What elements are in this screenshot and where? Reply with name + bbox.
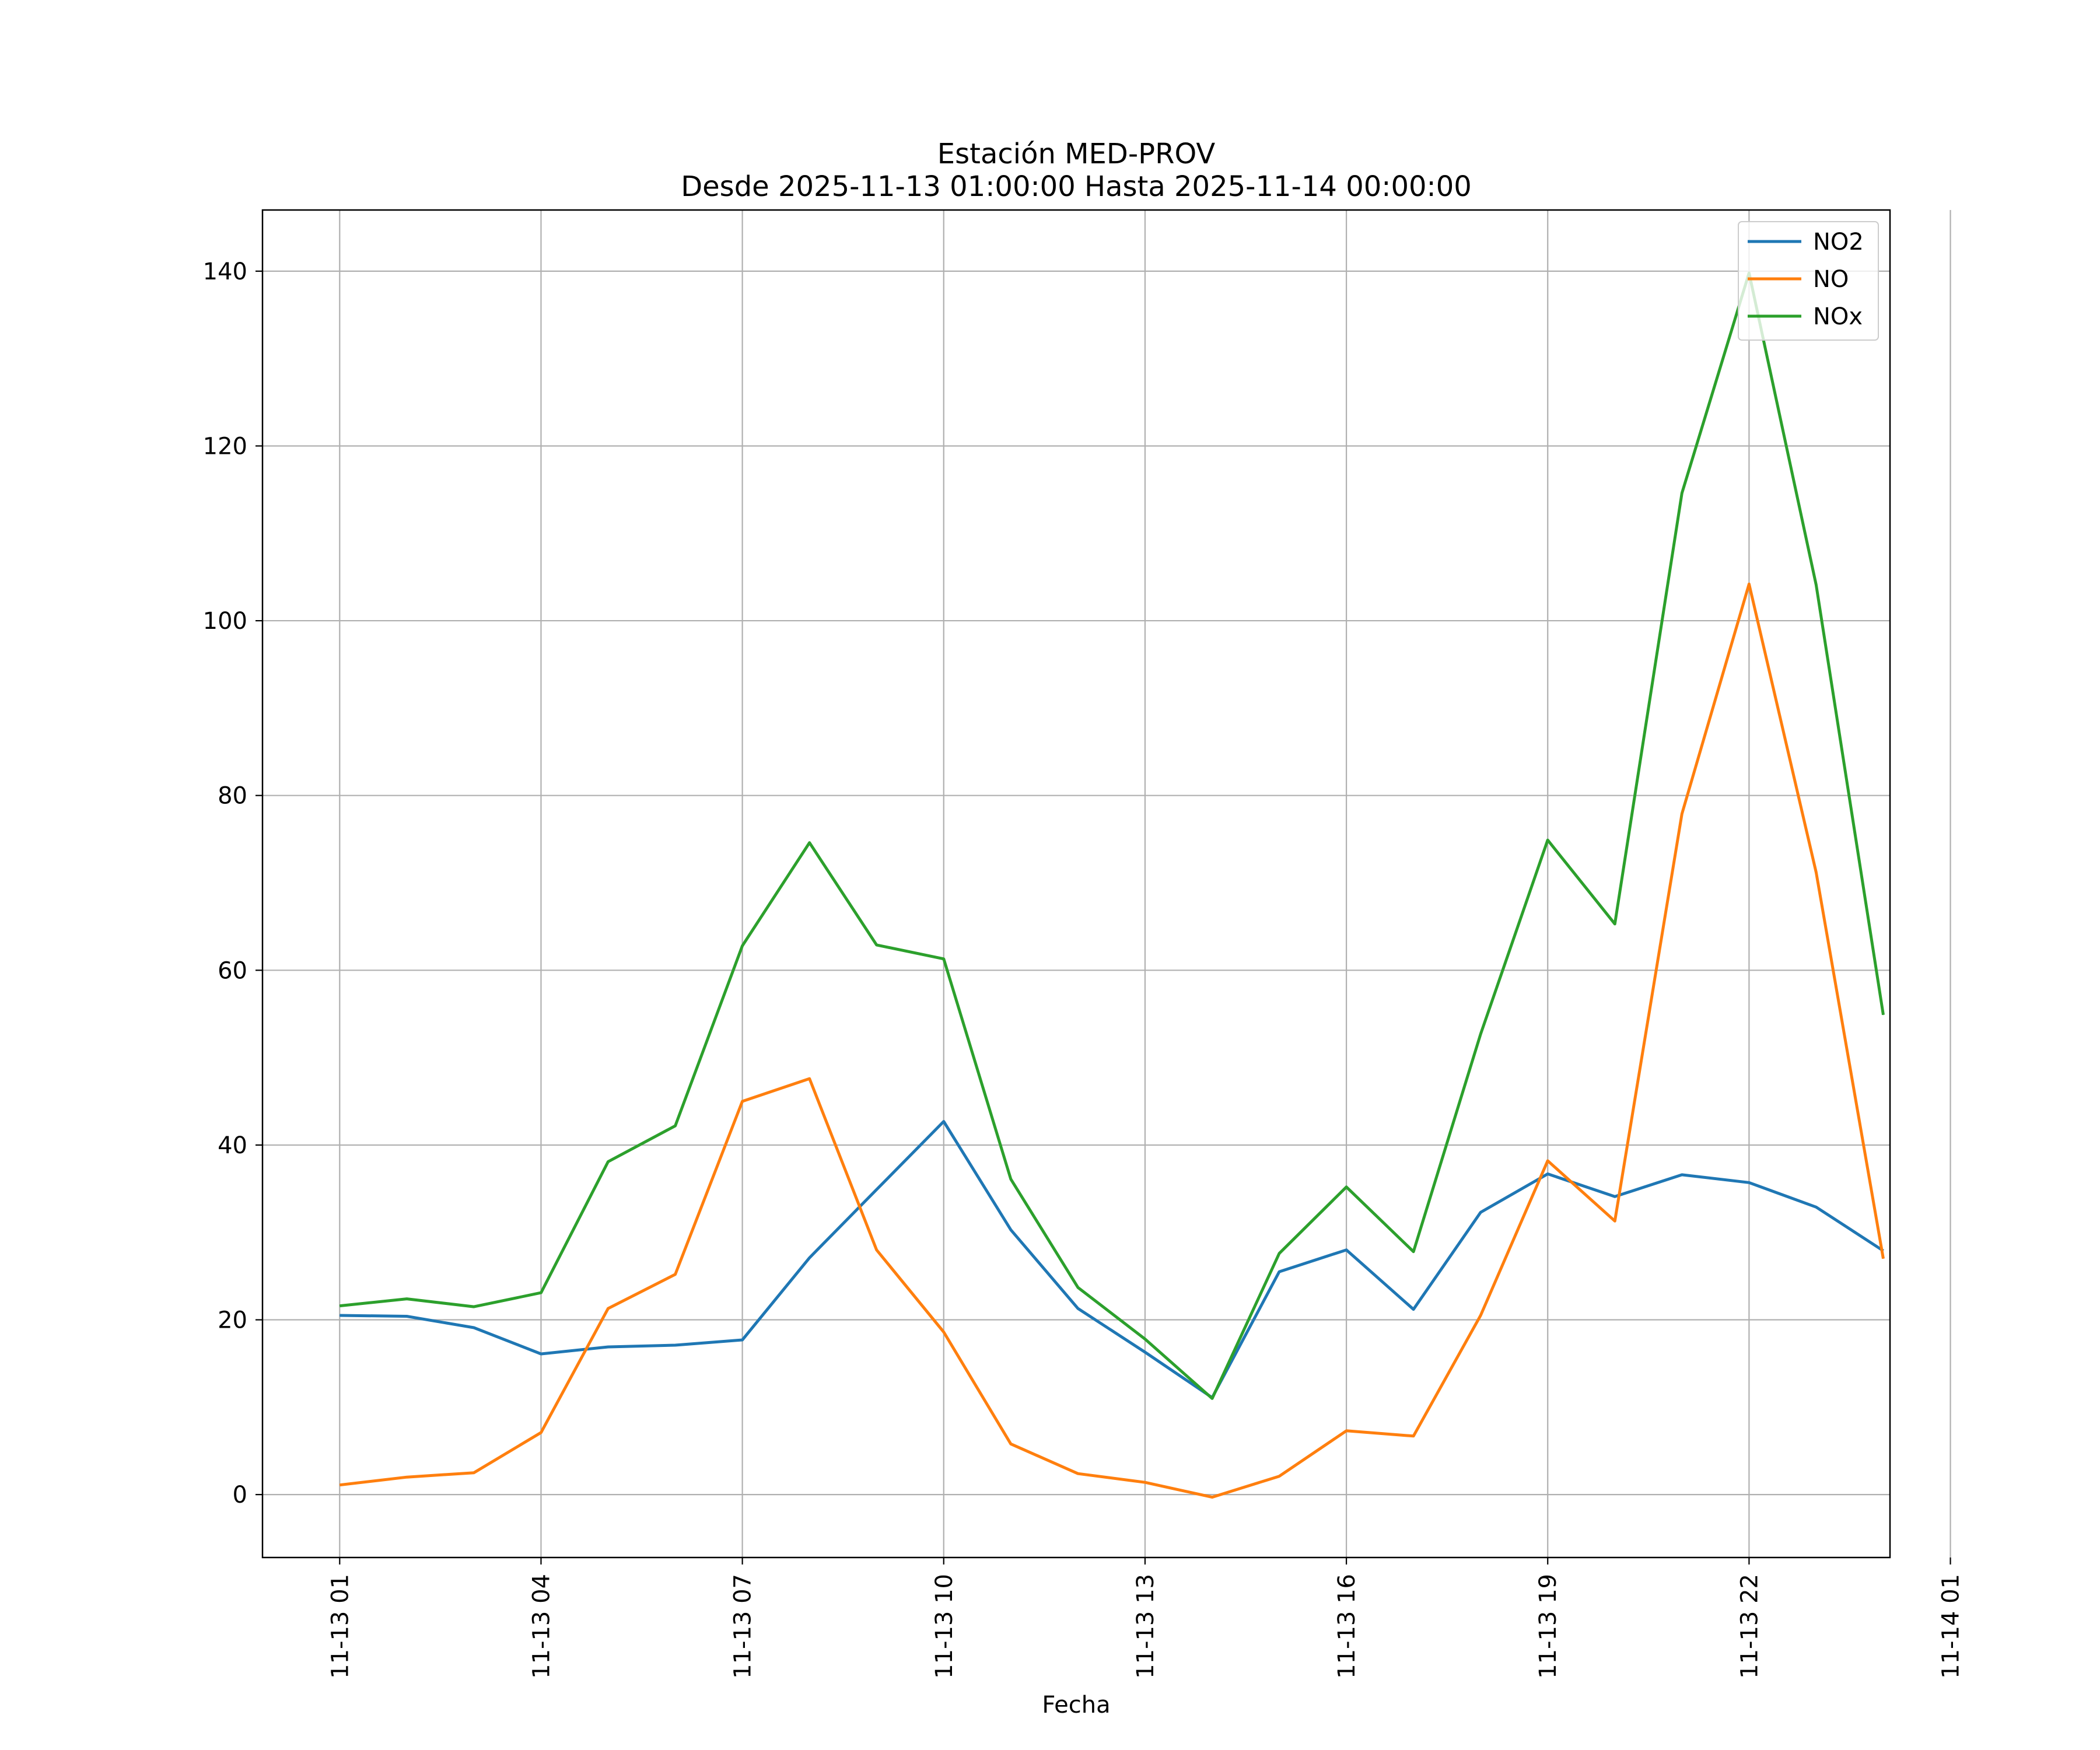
data-point-no2 — [876, 1189, 877, 1190]
data-point-nox — [943, 958, 944, 960]
y-tick-label: 100 — [203, 608, 247, 635]
data-point-nox — [1815, 584, 1817, 586]
legend-box — [1738, 221, 1879, 341]
data-point-nox — [809, 842, 810, 844]
data-point-no — [1346, 1430, 1347, 1432]
series-line-nox — [340, 271, 1885, 1400]
x-axis-label: Fecha — [1042, 1692, 1110, 1718]
data-point-no2 — [943, 1121, 944, 1122]
x-tick-label: 11-13 19 — [1535, 1574, 1562, 1679]
plot-frame — [261, 209, 1891, 1559]
y-tick-label: 120 — [203, 433, 247, 460]
x-tick-label: 11-14 01 — [1938, 1574, 1965, 1679]
data-point-no — [1882, 1258, 1884, 1259]
data-point-nox — [876, 944, 877, 946]
data-point-no2 — [1413, 1309, 1414, 1310]
data-point-no2 — [1480, 1212, 1481, 1213]
data-point-nox — [1413, 1251, 1414, 1252]
y-tick-label: 20 — [218, 1307, 247, 1334]
y-tick-label: 0 — [233, 1482, 247, 1508]
x-tick-label: 11-13 13 — [1132, 1574, 1159, 1679]
data-point-nox — [1279, 1253, 1280, 1254]
legend: NO2 NO NOx — [1738, 221, 1879, 341]
series-line-no2 — [340, 1120, 1884, 1399]
x-tick-label: 11-13 07 — [730, 1574, 757, 1679]
axis-ticks: 0 20 40 60 80 100 120 140 11-13 01 11-13 04 11-13 … — [203, 258, 1965, 1679]
data-point-nox — [1010, 1178, 1012, 1180]
data-point-nox — [1346, 1186, 1347, 1188]
series-lines — [339, 271, 1885, 1499]
y-tick-label: 80 — [218, 783, 247, 810]
chart-title-line-2: Desde 2025-11-13 01:00:00 Hasta 2025-11-… — [681, 170, 1472, 203]
y-tick-label: 40 — [218, 1132, 247, 1159]
data-point-no — [675, 1274, 676, 1275]
legend-label-no: NO — [1813, 266, 1849, 293]
y-tick-label: 140 — [203, 258, 247, 285]
data-point-nox — [1077, 1287, 1079, 1288]
x-tick-label: 11-13 16 — [1334, 1574, 1360, 1679]
data-point-no — [1480, 1315, 1481, 1316]
data-point-nox — [1882, 1014, 1884, 1016]
data-point-no — [742, 1101, 743, 1102]
data-point-no2 — [1815, 1206, 1817, 1208]
x-tick-label: 11-13 10 — [931, 1574, 958, 1679]
x-tick-label: 11-13 04 — [528, 1574, 555, 1679]
legend-label-nox: NOx — [1813, 303, 1863, 330]
series-line-no — [340, 582, 1885, 1499]
data-point-no2 — [742, 1339, 743, 1340]
data-point-nox — [675, 1125, 676, 1126]
chart-title-line-1: Estación MED-PROV — [937, 138, 1216, 170]
legend-label-no2: NO2 — [1813, 229, 1864, 256]
x-tick-label: 11-13 22 — [1736, 1574, 1763, 1679]
x-tick-label: 11-13 01 — [327, 1574, 354, 1679]
data-point-no — [1815, 872, 1817, 873]
data-point-no2 — [1077, 1308, 1079, 1309]
data-point-no — [1144, 1482, 1146, 1483]
y-tick-label: 60 — [218, 957, 247, 984]
grid — [262, 210, 1951, 1558]
